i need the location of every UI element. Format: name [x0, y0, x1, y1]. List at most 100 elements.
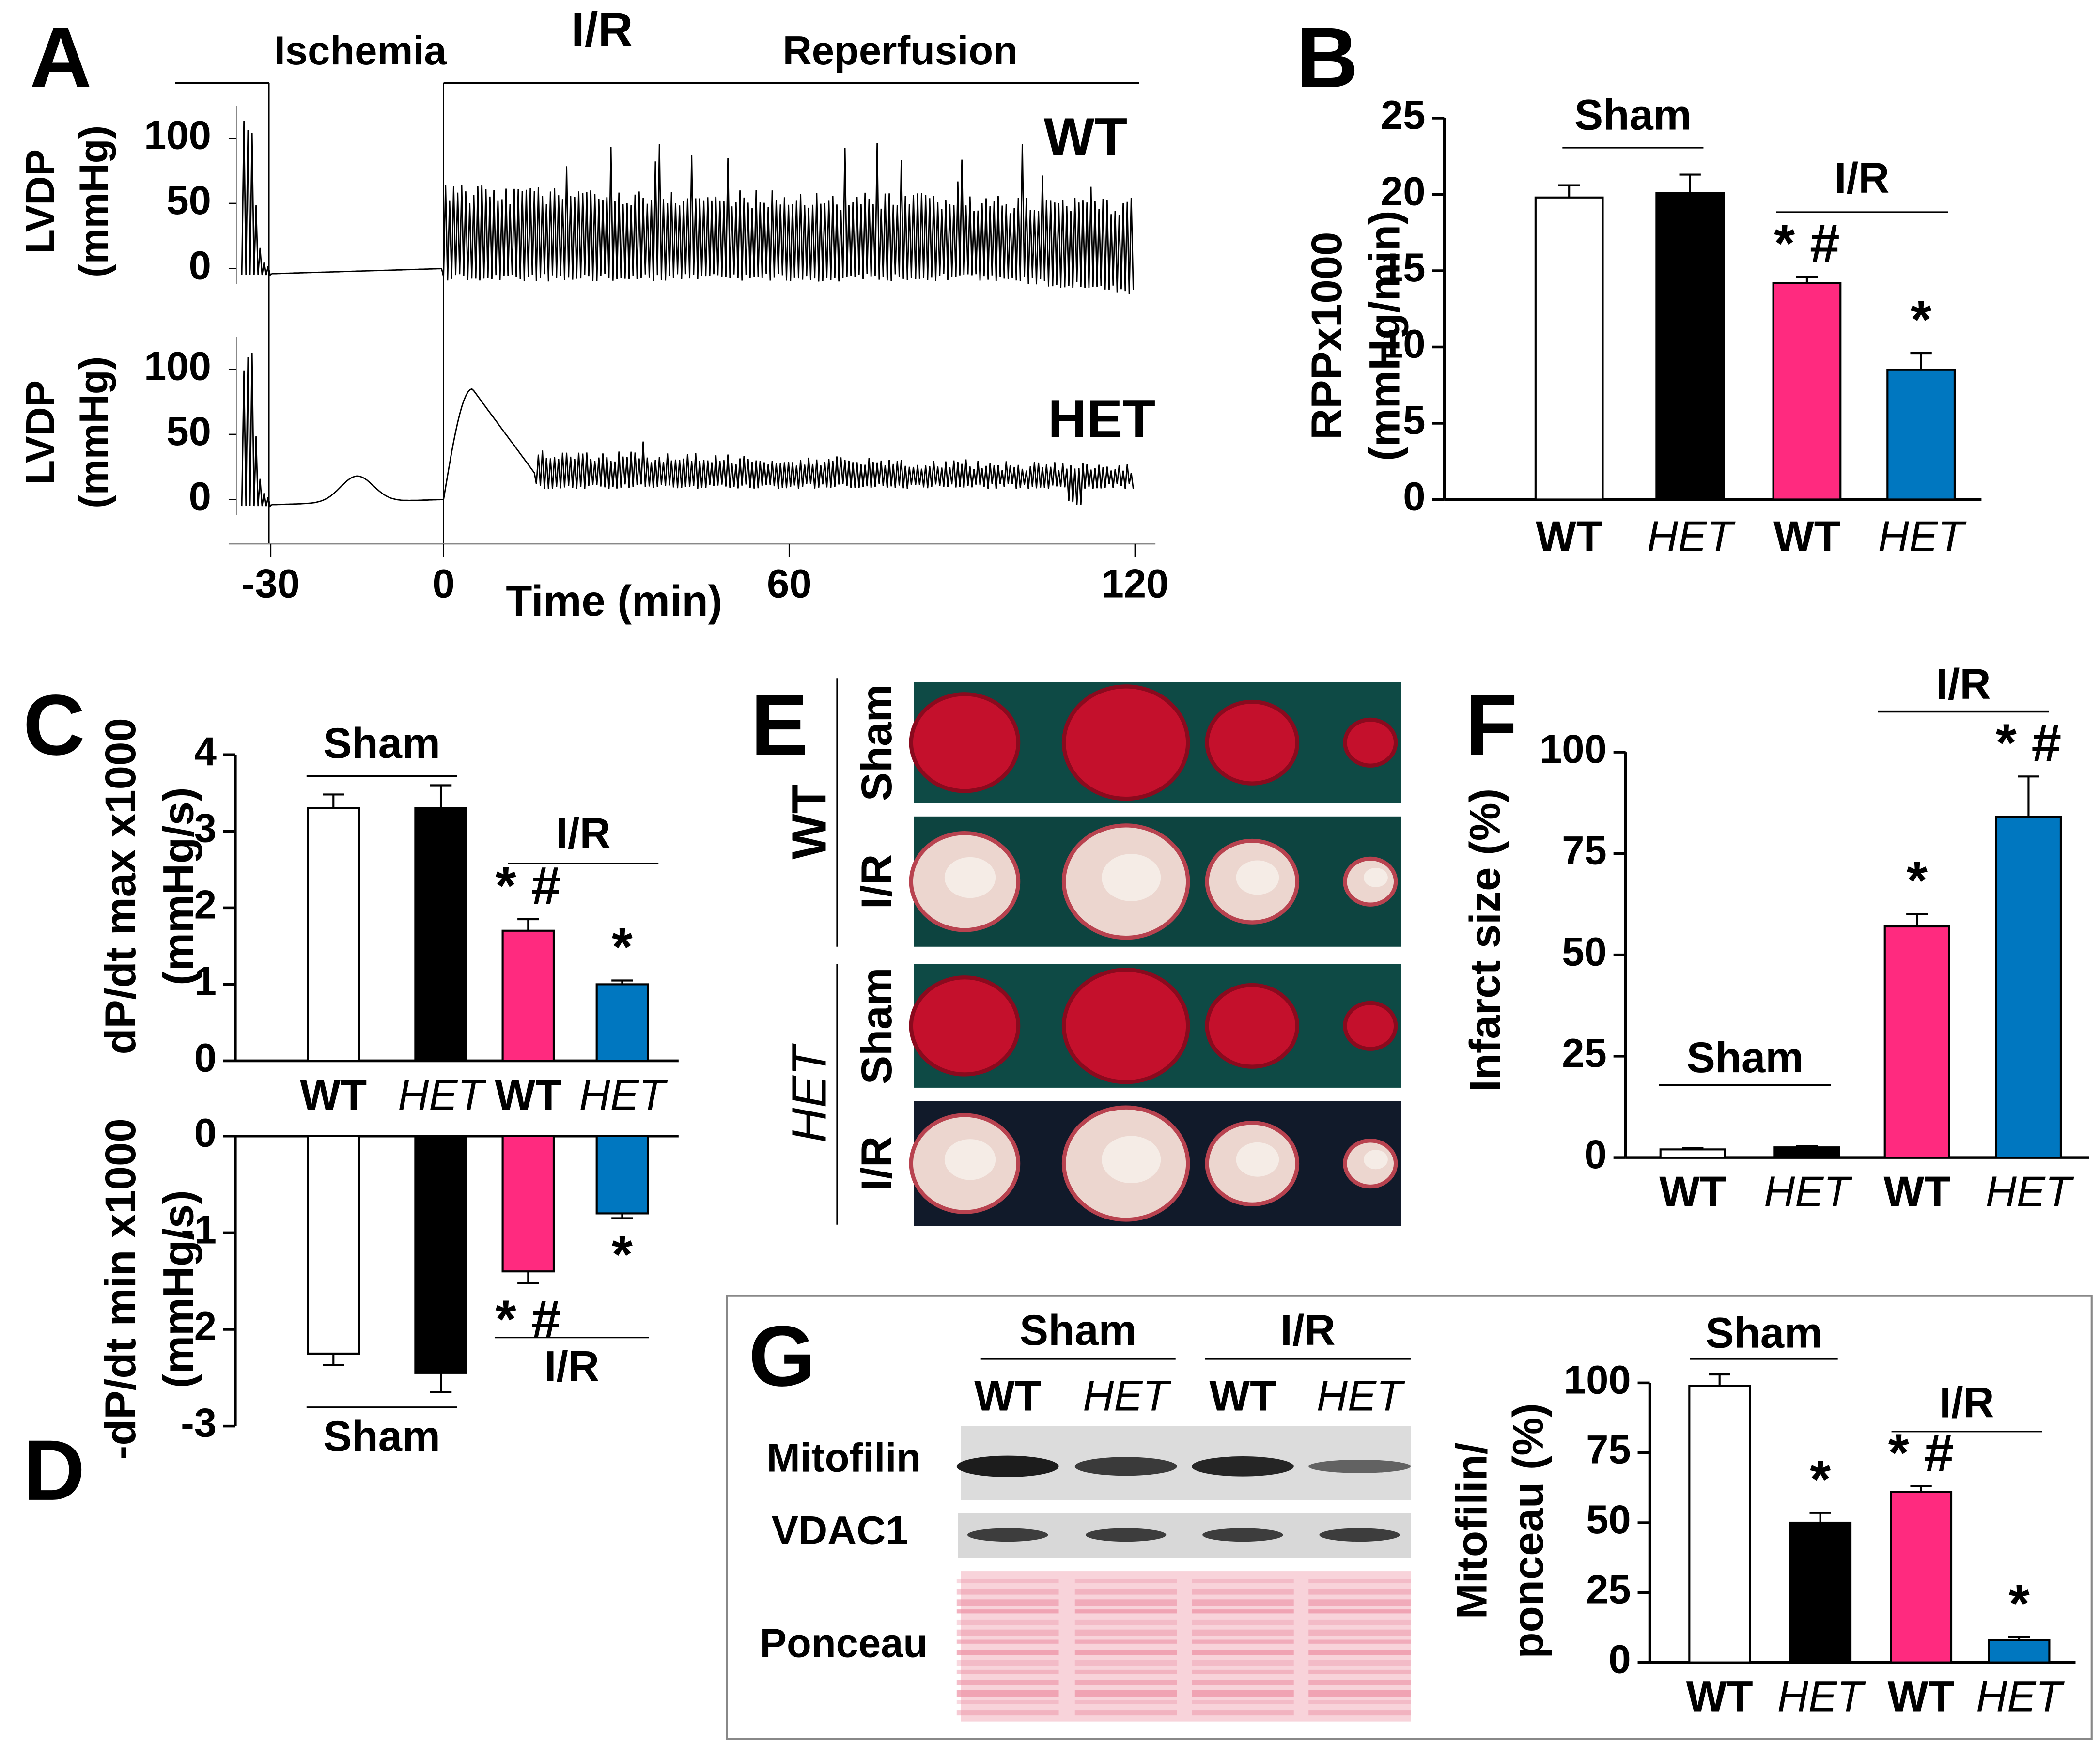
stain-band — [956, 1599, 1059, 1606]
stain-band — [1192, 1619, 1294, 1625]
significance-label: * # — [1774, 213, 1840, 273]
panel-label: C — [23, 677, 85, 773]
y-axis-label: -dP/dt min x1000 — [96, 1118, 144, 1460]
stain-band — [1308, 1700, 1411, 1704]
group-label: Sham — [323, 1412, 440, 1460]
x-tick-label: -30 — [242, 561, 300, 606]
y-tick-label: 50 — [1562, 929, 1607, 974]
stain-band — [1074, 1619, 1177, 1625]
infarct — [1102, 854, 1161, 901]
group-label: I/R — [1280, 1306, 1335, 1354]
band — [1202, 1528, 1283, 1542]
y-tick-label: 20 — [1381, 169, 1426, 214]
pressure-trace — [241, 353, 1134, 508]
x-tick-label: HET — [398, 1071, 486, 1119]
stain-band — [956, 1690, 1059, 1697]
stain-band — [956, 1629, 1059, 1636]
y-tick-label: 0 — [1585, 1132, 1607, 1177]
bar — [1659, 1148, 1726, 1159]
panel-label: D — [23, 1422, 85, 1518]
bar — [1655, 192, 1725, 501]
stain-band — [1074, 1599, 1177, 1606]
group-label: I/R — [1936, 660, 1991, 708]
stain-band — [1308, 1599, 1411, 1606]
stain-band — [956, 1680, 1059, 1685]
stain-band — [1192, 1660, 1294, 1666]
y-tick-label: 3 — [194, 805, 217, 850]
stain-band — [956, 1650, 1059, 1655]
x-axis-label: Time (min) — [506, 577, 722, 625]
group-label: Sham — [1574, 91, 1692, 139]
x-tick-label: HET — [1647, 512, 1736, 560]
y-axis-label: (mmHg/min) — [1360, 210, 1408, 461]
x-tick-label: WT — [1888, 1673, 1955, 1721]
stain-band — [1308, 1579, 1411, 1584]
panel-label: B — [1296, 9, 1358, 106]
stain-band — [1192, 1710, 1294, 1716]
stain-band — [1074, 1700, 1177, 1704]
lane-label: HET — [1083, 1372, 1171, 1420]
panel-label: A — [30, 9, 92, 106]
stain-band — [1074, 1629, 1177, 1636]
lane-label: WT — [974, 1372, 1041, 1420]
x-tick-label: WT — [1686, 1673, 1753, 1721]
significance-label: * # — [495, 855, 561, 915]
bar — [1890, 1491, 1953, 1664]
group-label: Sham — [1705, 1309, 1822, 1357]
y-tick-label: 0 — [194, 1111, 217, 1156]
bar — [595, 1135, 649, 1215]
band — [956, 1455, 1059, 1477]
y-tick-label: 0 — [1403, 474, 1425, 519]
stain-band — [1308, 1589, 1411, 1595]
y-tick-label: 4 — [194, 729, 217, 774]
band — [1308, 1459, 1411, 1473]
significance-label: * — [612, 917, 633, 977]
band — [1319, 1528, 1400, 1542]
y-tick-label: 100 — [1564, 1357, 1631, 1402]
y-tick-label: 50 — [1586, 1497, 1631, 1542]
x-tick-label: WT — [300, 1071, 367, 1119]
stain-band — [956, 1579, 1059, 1584]
x-tick-label: HET — [1777, 1673, 1866, 1721]
heart-slice — [909, 975, 1021, 1077]
y-axis-label: (mmHg) — [71, 125, 116, 278]
band — [1192, 1456, 1294, 1477]
x-tick-label: 0 — [432, 561, 454, 606]
row-label: Sham — [853, 968, 901, 1085]
y-axis-label: Infarct size (%) — [1461, 788, 1509, 1092]
bar — [1773, 1146, 1840, 1159]
stain-band — [956, 1619, 1059, 1625]
group-label: Sham — [1687, 1033, 1804, 1081]
stain-band — [1192, 1690, 1294, 1697]
panel-label: G — [748, 1308, 815, 1404]
x-tick-label: 60 — [767, 561, 812, 606]
significance-label: * # — [1888, 1422, 1954, 1482]
y-tick-label: 50 — [166, 409, 211, 454]
heart-slice — [909, 692, 1021, 793]
stain-band — [956, 1669, 1059, 1674]
stain-band — [1308, 1660, 1411, 1666]
stain-band — [956, 1589, 1059, 1595]
x-tick-label: WT — [1536, 512, 1602, 560]
heart-slice — [1205, 983, 1300, 1069]
stain-band — [1074, 1669, 1177, 1674]
infarct — [1236, 1142, 1279, 1177]
stain-band — [1192, 1639, 1294, 1644]
bar — [307, 807, 360, 1062]
x-tick-label: HET — [1976, 1673, 2065, 1721]
significance-label: * # — [495, 1289, 561, 1349]
lane-label: WT — [1209, 1372, 1276, 1420]
row-label: Sham — [853, 684, 901, 802]
y-tick-label: 0 — [1608, 1637, 1631, 1682]
group-label: WT — [782, 784, 836, 859]
stain-band — [1308, 1680, 1411, 1685]
y-tick-label: 10 — [1381, 321, 1426, 366]
y-tick-label: 0 — [189, 474, 211, 519]
bar — [1886, 369, 1956, 501]
stain-band — [1074, 1589, 1177, 1595]
stain-band — [1308, 1690, 1411, 1697]
lane-label: HET — [1317, 1372, 1405, 1420]
bar — [307, 1135, 360, 1355]
stain-band — [956, 1609, 1059, 1614]
